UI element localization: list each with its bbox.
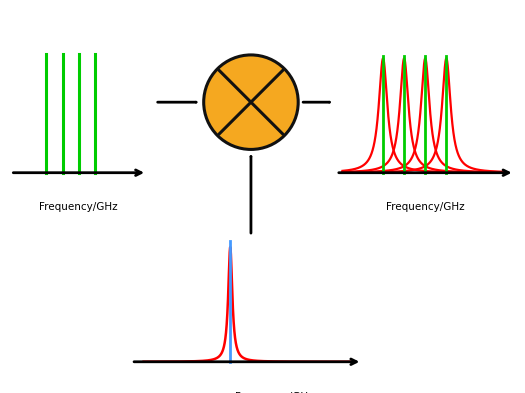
Text: Frequency/GHz: Frequency/GHz (235, 392, 314, 393)
Text: Frequency/GHz: Frequency/GHz (39, 202, 118, 212)
Text: Frequency/GHz: Frequency/GHz (386, 202, 465, 212)
